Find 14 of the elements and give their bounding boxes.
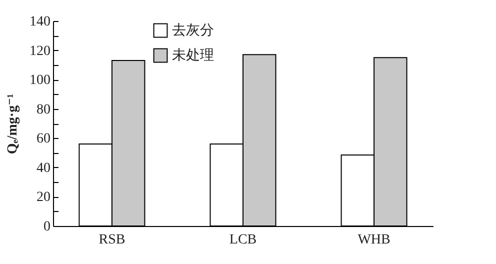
legend-label: 去灰分 <box>172 22 214 38</box>
y-tick-label: 140 <box>30 14 50 30</box>
y-tick-label: 40 <box>36 160 50 176</box>
y-tick-label: 60 <box>36 132 50 147</box>
y-tick-label: 100 <box>30 73 50 88</box>
y-axis-title: Qₑ/mg·g⁻¹ <box>6 94 20 154</box>
y-tick-label: 0 <box>44 220 50 234</box>
y-tick-label: 80 <box>36 102 50 118</box>
x-tick-label: WHB <box>358 232 390 248</box>
y-tick-label: 20 <box>36 190 50 206</box>
x-tick-label: LCB <box>229 232 257 248</box>
x-tick-label: RSB <box>98 232 126 248</box>
legend-label: 未处理 <box>172 48 214 64</box>
y-tick-label: 120 <box>30 44 50 59</box>
